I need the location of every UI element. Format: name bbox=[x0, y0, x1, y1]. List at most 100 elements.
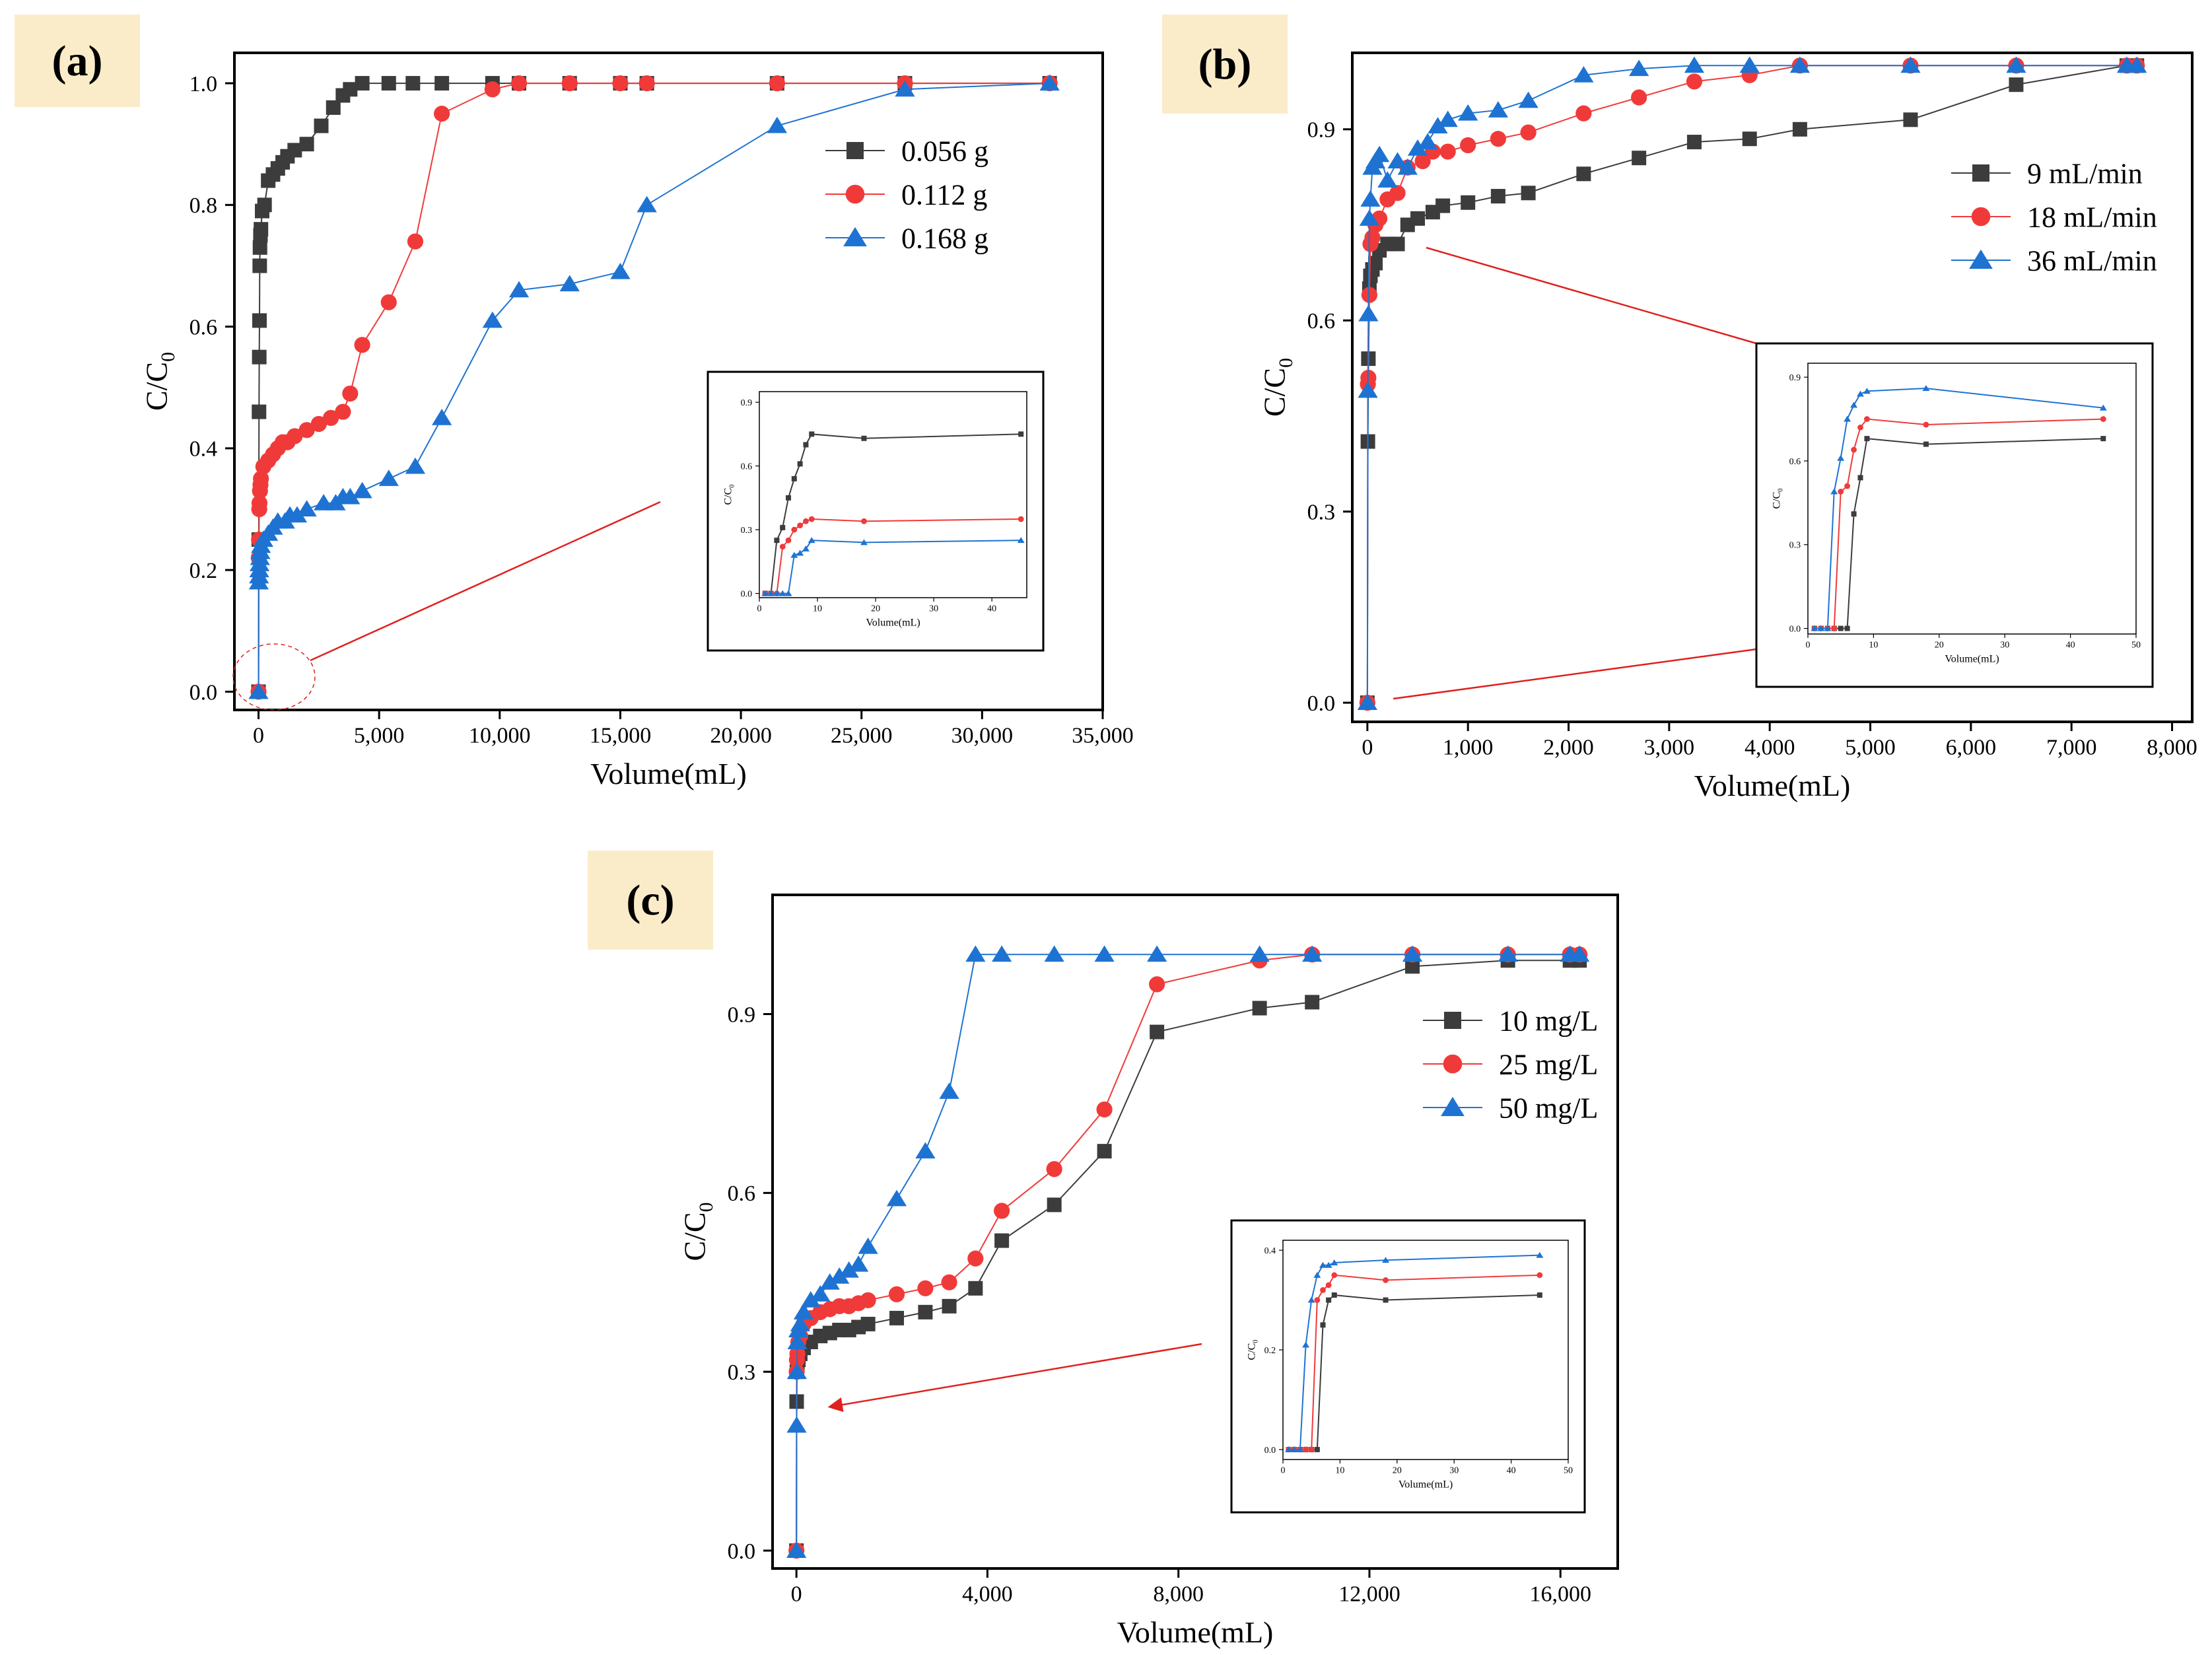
inset-y-axis-subscript: 0 bbox=[1253, 1340, 1260, 1343]
inset-frame bbox=[1230, 1219, 1586, 1514]
data-point bbox=[482, 311, 502, 328]
inset-data-point bbox=[1923, 421, 1929, 428]
inset-data-point bbox=[1837, 454, 1845, 461]
inset-data-point bbox=[808, 516, 815, 522]
inset-data-point bbox=[1331, 1272, 1338, 1279]
data-point bbox=[378, 470, 399, 486]
inset-x-tick-label: 10 bbox=[1869, 641, 1878, 651]
inset-data-point bbox=[808, 537, 815, 544]
data-point bbox=[790, 1315, 811, 1331]
inset-x-tick-label: 30 bbox=[929, 604, 938, 614]
data-point bbox=[251, 495, 268, 511]
data-point bbox=[1358, 304, 1379, 322]
data-point bbox=[1521, 186, 1536, 201]
data-point bbox=[1739, 56, 1760, 73]
x-tick-label: 15,000 bbox=[590, 724, 652, 748]
data-point bbox=[405, 76, 421, 91]
data-point bbox=[889, 1310, 905, 1325]
inset-x-tick-label: 20 bbox=[1393, 1466, 1402, 1476]
data-point bbox=[252, 404, 267, 419]
inset-data-point bbox=[809, 431, 815, 437]
data-point bbox=[253, 470, 269, 487]
data-point bbox=[839, 1261, 859, 1278]
panel-label-box bbox=[1162, 15, 1288, 114]
inset-frame bbox=[1755, 342, 2154, 688]
data-point bbox=[786, 1541, 807, 1558]
data-point bbox=[1792, 122, 1807, 137]
inset-data-point bbox=[1863, 388, 1871, 394]
data-point bbox=[1742, 131, 1757, 147]
data-point bbox=[1305, 995, 1320, 1010]
inset-x-tick-label: 20 bbox=[1935, 641, 1944, 651]
x-tick-label: 4,000 bbox=[1745, 736, 1795, 760]
inset-y-tick-label: 0.0 bbox=[741, 589, 753, 599]
data-point bbox=[299, 137, 314, 152]
inset-data-point bbox=[1018, 431, 1024, 437]
inset-series-2 bbox=[1811, 385, 2107, 631]
data-point bbox=[1629, 59, 1649, 77]
inset-y-axis-subscript: 0 bbox=[729, 485, 736, 488]
x-tick-label: 30,000 bbox=[951, 724, 1014, 748]
inset-data-point bbox=[761, 590, 769, 596]
y-tick-label: 0.0 bbox=[190, 680, 218, 705]
inset-data-point bbox=[1314, 1297, 1321, 1303]
y-tick-label: 0.0 bbox=[728, 1539, 756, 1564]
data-point bbox=[1490, 131, 1506, 147]
inset-y-tick-label: 0.9 bbox=[1789, 373, 1801, 383]
inset-data-point bbox=[1325, 1261, 1332, 1268]
inset-data-point bbox=[1844, 415, 1851, 422]
inset-x-tick-label: 0 bbox=[757, 604, 762, 614]
data-point bbox=[1410, 211, 1426, 226]
inset-data-point bbox=[1830, 488, 1838, 495]
inset-data-point bbox=[1319, 1261, 1327, 1268]
inset-data-point bbox=[780, 524, 786, 530]
series-2 bbox=[248, 74, 1060, 699]
plot-frame bbox=[233, 52, 1104, 711]
inset-frame bbox=[707, 370, 1045, 652]
zoom-connector bbox=[1393, 648, 1757, 700]
legend: 0.056 g 0.112 g 0.168 g bbox=[825, 135, 988, 254]
inset-data-point bbox=[2100, 436, 2106, 442]
inset-y-axis-subscript: 0 bbox=[1778, 489, 1785, 492]
y-axis-label: C/C0 bbox=[678, 1202, 718, 1261]
inset-x-tick-label: 40 bbox=[987, 604, 996, 614]
data-point bbox=[287, 428, 303, 444]
inset-data-point bbox=[791, 526, 798, 533]
inset-data-point bbox=[2099, 404, 2107, 411]
x-tick-label: 25,000 bbox=[831, 724, 893, 748]
x-tick-label: 2,000 bbox=[1543, 736, 1594, 760]
x-tick-label: 8,000 bbox=[1153, 1582, 1204, 1607]
y-axis-label: C/C0 bbox=[1258, 358, 1297, 417]
inset-data-point bbox=[861, 435, 867, 441]
y-axis-subscript: 0 bbox=[1275, 358, 1297, 368]
data-point bbox=[941, 1274, 957, 1290]
inset-y-tick-label: 0.4 bbox=[1264, 1246, 1276, 1256]
data-point bbox=[287, 506, 308, 523]
inset-data-point bbox=[796, 549, 804, 556]
inset-y-tick-label: 0.0 bbox=[1789, 624, 1801, 634]
legend-label: 9 mL/min bbox=[2027, 157, 2143, 190]
inset-data-point bbox=[1018, 516, 1024, 522]
data-point bbox=[252, 313, 267, 328]
inset-data-point bbox=[1303, 1446, 1309, 1453]
inset-x-axis-label: Volume(mL) bbox=[1945, 653, 1999, 664]
inset-data-point bbox=[1864, 416, 1870, 422]
legend-label: 0.112 g bbox=[901, 178, 987, 211]
inset-data-point bbox=[1320, 1287, 1326, 1293]
data-point bbox=[326, 100, 341, 115]
inset-data-point bbox=[774, 538, 780, 544]
data-point bbox=[1460, 137, 1476, 153]
data-point bbox=[1369, 145, 1390, 162]
y-tick-label: 0.3 bbox=[728, 1360, 756, 1385]
y-axis-label: C/C0 bbox=[140, 352, 180, 411]
data-point bbox=[1520, 124, 1537, 141]
legend-marker bbox=[1444, 1012, 1461, 1029]
data-point bbox=[352, 481, 372, 499]
y-tick-label: 1.0 bbox=[190, 72, 218, 96]
y-tick-label: 0.3 bbox=[1307, 501, 1336, 525]
inset-data-point bbox=[1811, 625, 1818, 631]
data-point bbox=[1402, 945, 1423, 962]
inset-data-point bbox=[1857, 475, 1863, 481]
data-point bbox=[793, 1303, 814, 1320]
inset-data-point bbox=[803, 442, 809, 448]
